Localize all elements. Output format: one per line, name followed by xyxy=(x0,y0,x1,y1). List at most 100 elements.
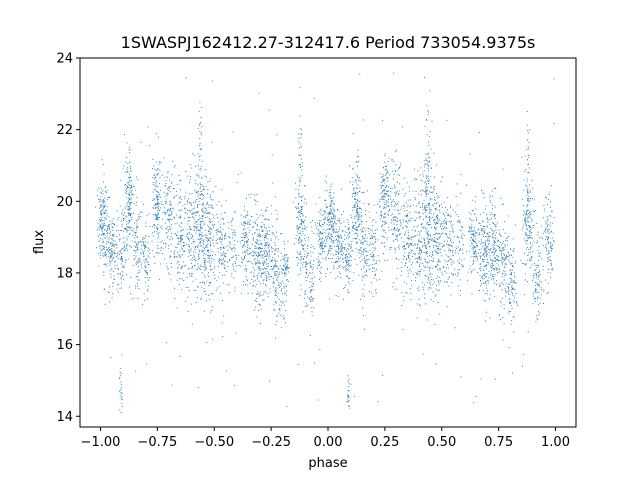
data-point xyxy=(491,230,494,232)
data-point xyxy=(385,202,387,204)
data-point xyxy=(135,243,138,245)
data-point xyxy=(375,221,377,223)
data-point xyxy=(121,282,123,284)
data-point xyxy=(136,250,138,252)
data-point xyxy=(155,206,157,208)
data-point xyxy=(129,214,131,216)
data-point xyxy=(283,304,286,306)
data-point xyxy=(275,266,277,268)
data-point xyxy=(222,247,224,249)
data-point xyxy=(329,222,331,224)
data-point xyxy=(179,180,181,182)
data-point xyxy=(462,233,464,235)
data-point xyxy=(181,288,183,291)
data-point xyxy=(406,266,409,269)
data-point xyxy=(108,216,110,218)
data-point xyxy=(426,252,428,255)
data-point xyxy=(254,221,256,223)
data-point xyxy=(345,270,347,272)
data-point xyxy=(254,257,256,260)
data-point xyxy=(138,258,140,260)
data-point xyxy=(405,215,408,217)
data-point xyxy=(157,207,159,210)
data-point xyxy=(109,255,111,257)
data-point xyxy=(154,204,156,206)
data-point xyxy=(260,226,262,228)
data-point xyxy=(354,221,356,223)
data-point xyxy=(222,258,225,260)
data-point xyxy=(435,228,437,230)
data-point xyxy=(168,226,171,228)
data-point xyxy=(383,184,385,186)
data-point xyxy=(344,244,346,246)
data-point xyxy=(129,194,131,196)
data-point xyxy=(256,278,258,280)
data-point xyxy=(423,270,425,272)
data-point xyxy=(485,280,487,283)
data-point xyxy=(402,245,404,247)
data-point xyxy=(228,259,230,261)
data-point xyxy=(170,214,172,216)
data-point xyxy=(497,256,499,258)
data-point xyxy=(501,289,503,291)
data-point xyxy=(258,268,260,270)
data-point xyxy=(357,191,359,194)
data-point xyxy=(355,215,357,217)
data-point xyxy=(99,216,101,219)
data-point xyxy=(188,216,190,218)
data-point xyxy=(148,256,150,258)
data-point xyxy=(263,225,265,227)
data-point xyxy=(157,241,159,243)
data-point xyxy=(341,258,343,260)
data-point xyxy=(302,264,304,266)
data-point xyxy=(360,211,362,213)
data-point xyxy=(206,216,208,218)
data-point xyxy=(394,219,396,221)
data-point xyxy=(433,227,436,229)
data-point xyxy=(165,228,167,230)
data-point xyxy=(295,197,297,199)
data-point xyxy=(310,221,312,223)
data-point xyxy=(427,262,429,264)
data-point xyxy=(101,188,103,190)
data-point xyxy=(406,258,408,260)
data-point xyxy=(328,247,330,249)
data-point xyxy=(419,232,421,235)
data-point xyxy=(420,250,422,252)
data-point xyxy=(319,213,321,215)
data-point xyxy=(310,278,312,280)
data-point xyxy=(431,216,433,218)
data-point xyxy=(120,179,122,181)
data-point xyxy=(141,244,143,246)
data-point xyxy=(353,187,355,189)
data-point xyxy=(273,308,275,310)
data-point xyxy=(371,256,373,258)
data-point xyxy=(187,287,189,289)
data-point xyxy=(364,262,366,264)
data-point xyxy=(402,188,404,190)
data-point xyxy=(351,241,353,243)
data-point xyxy=(118,216,120,219)
data-point xyxy=(447,244,449,246)
data-point xyxy=(384,212,386,214)
data-point xyxy=(512,256,514,258)
data-point xyxy=(221,239,223,241)
data-point xyxy=(318,223,321,225)
data-point xyxy=(194,249,196,251)
data-point xyxy=(347,233,349,235)
data-point xyxy=(175,246,177,248)
data-point xyxy=(407,230,409,232)
data-point xyxy=(435,277,437,279)
data-point xyxy=(496,269,498,271)
data-point xyxy=(492,222,494,224)
data-point xyxy=(429,268,431,270)
data-point xyxy=(100,206,102,208)
data-point xyxy=(233,233,235,235)
data-point xyxy=(380,214,383,216)
data-point xyxy=(255,262,257,264)
data-point xyxy=(153,198,155,200)
data-point xyxy=(433,301,435,303)
data-point xyxy=(309,298,311,301)
data-point xyxy=(302,311,304,313)
data-point xyxy=(266,242,268,244)
